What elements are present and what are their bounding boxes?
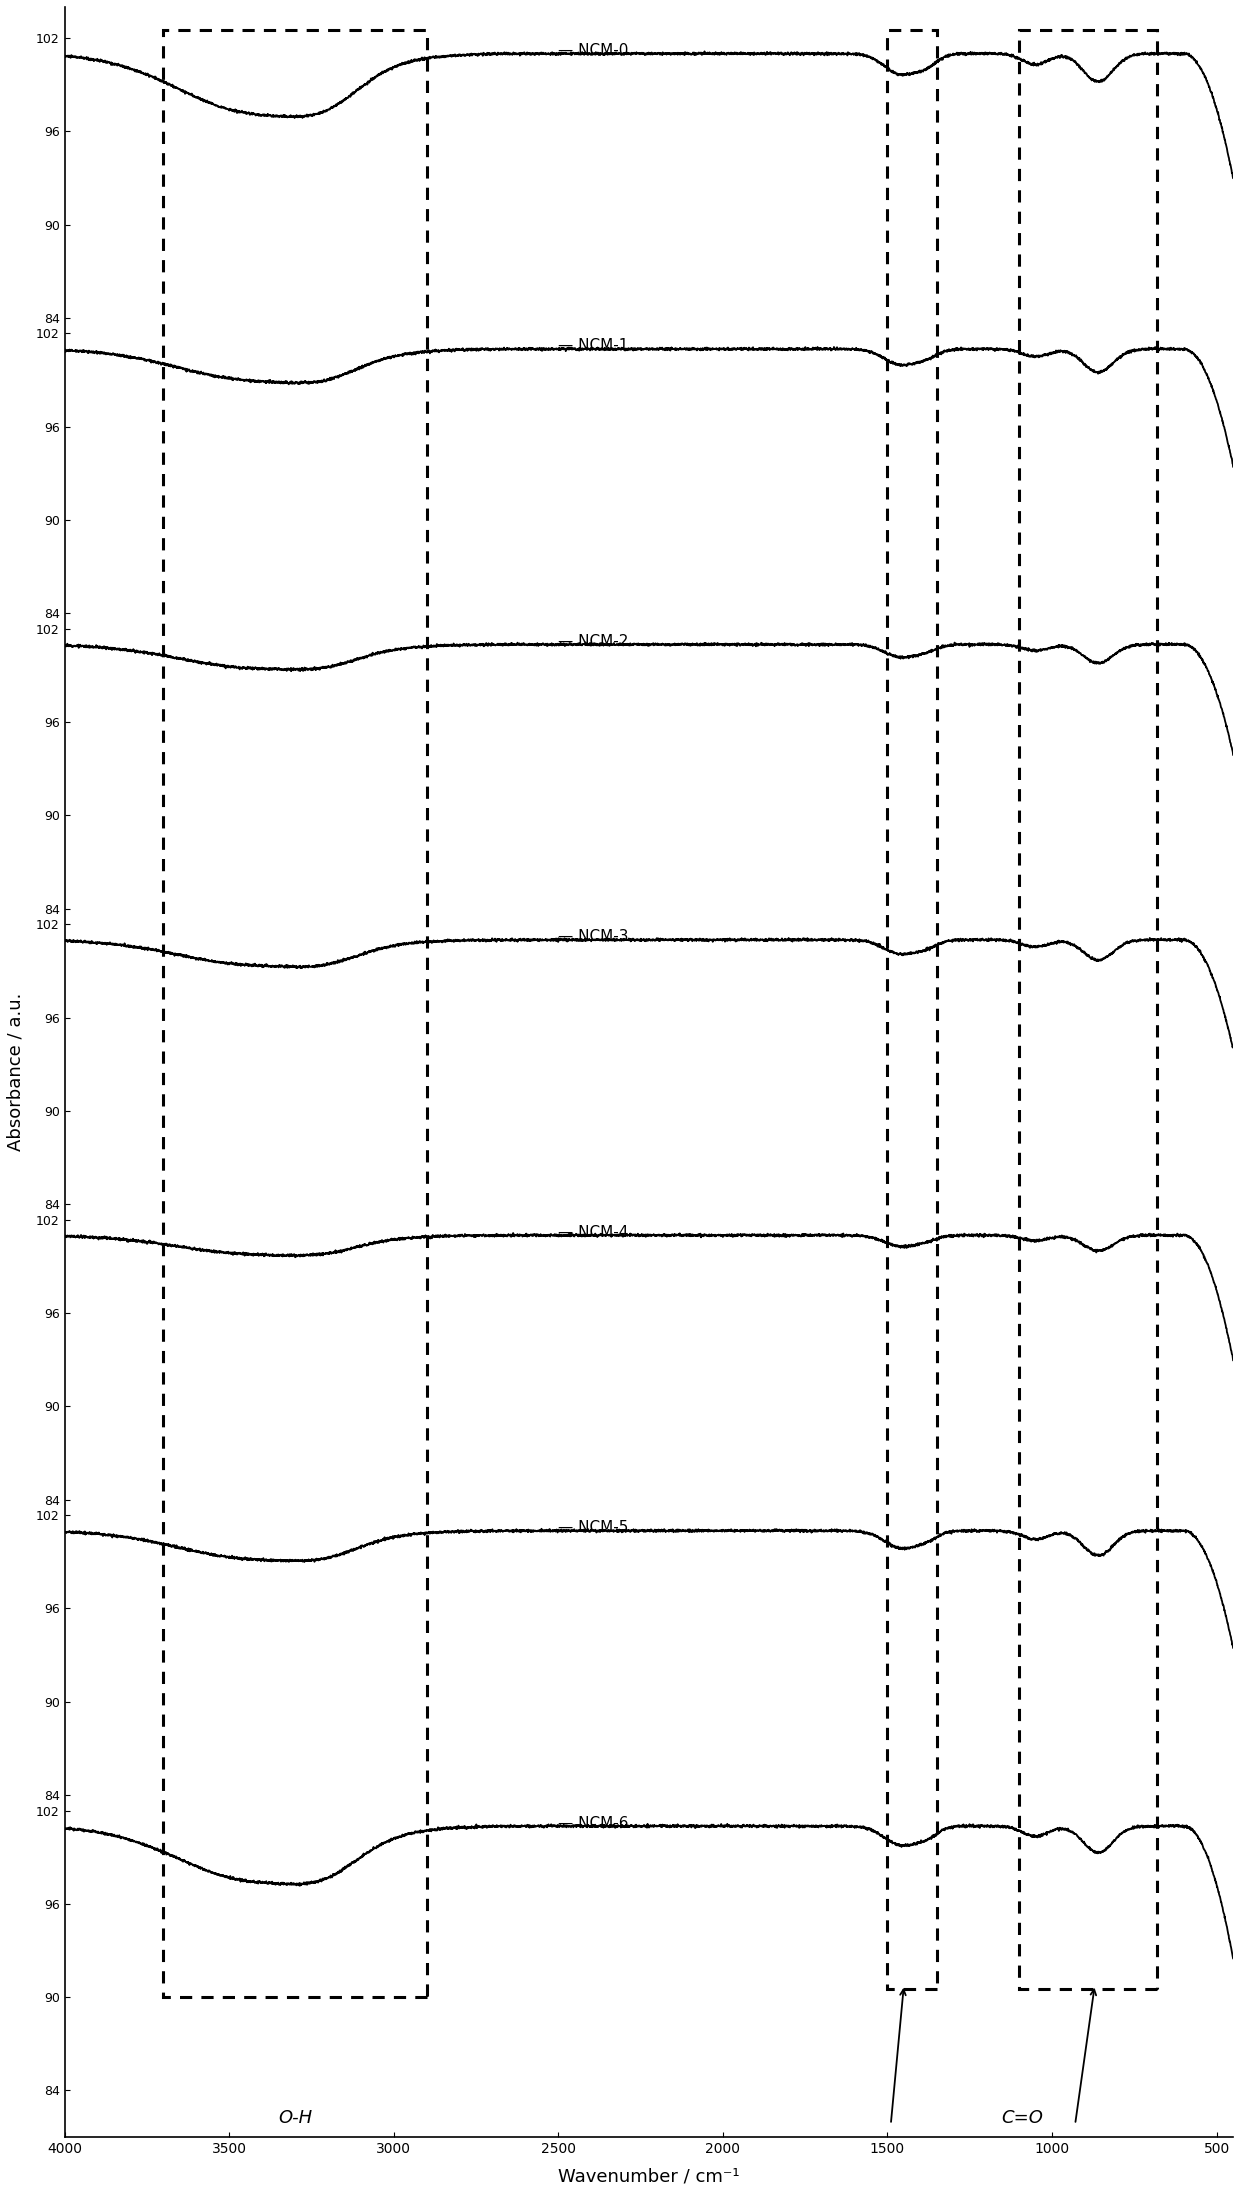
Bar	[888, 31, 937, 1990]
Text: — NCM-4: — NCM-4	[558, 1225, 629, 1241]
Bar	[164, 31, 427, 1997]
Text: — NCM-1: — NCM-1	[558, 338, 629, 353]
Text: — NCM-0: — NCM-0	[558, 44, 629, 57]
Text: C=O: C=O	[1002, 2109, 1043, 2126]
Text: — NCM-6: — NCM-6	[558, 1815, 629, 1830]
Y-axis label: Absorbance / a.u.: Absorbance / a.u.	[7, 993, 25, 1151]
Text: — NCM-3: — NCM-3	[558, 929, 629, 945]
Text: O-H: O-H	[278, 2109, 312, 2126]
Bar	[1019, 31, 1157, 1990]
X-axis label: Wavenumber / cm⁻¹: Wavenumber / cm⁻¹	[558, 2168, 740, 2185]
Text: — NCM-5: — NCM-5	[558, 1519, 629, 1534]
Text: — NCM-2: — NCM-2	[558, 633, 629, 649]
